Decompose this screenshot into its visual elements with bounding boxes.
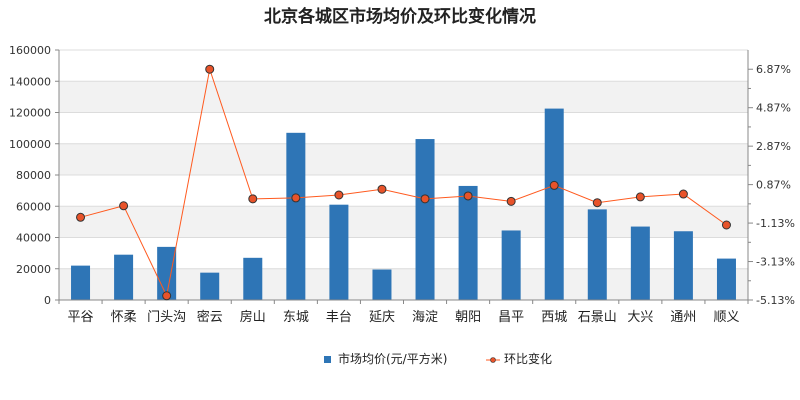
line-marker xyxy=(291,193,301,203)
line-marker xyxy=(205,64,215,74)
right-tick-label: 2.87% xyxy=(756,140,791,153)
bar xyxy=(243,257,263,300)
bar xyxy=(501,230,521,300)
bar xyxy=(716,258,736,300)
line-marker xyxy=(592,198,602,208)
left-tick-label: 140000 xyxy=(9,75,51,88)
line-marker xyxy=(377,184,387,194)
legend-bar-label: 市场均价(元/平方米) xyxy=(338,351,447,366)
plot-band xyxy=(59,143,748,175)
line-marker xyxy=(76,212,86,222)
line-marker xyxy=(248,194,258,204)
category-label: 朝阳 xyxy=(455,310,481,325)
line-marker xyxy=(162,291,172,301)
right-tick-label: -5.13% xyxy=(756,294,795,307)
right-tick-label: 0.87% xyxy=(756,179,791,192)
category-label: 延庆 xyxy=(369,310,395,325)
bar xyxy=(329,204,349,300)
left-tick-label: 20000 xyxy=(16,263,51,276)
left-tick-label: 120000 xyxy=(9,107,51,120)
line-marker xyxy=(721,220,731,230)
category-label: 东城 xyxy=(283,310,309,325)
bar xyxy=(630,226,650,300)
right-tick-label: -3.13% xyxy=(756,256,795,269)
bar xyxy=(71,265,91,300)
category-label: 西城 xyxy=(541,310,567,325)
category-label: 石景山 xyxy=(578,310,617,325)
category-label: 海淀 xyxy=(412,310,438,325)
bar xyxy=(587,209,607,300)
right-tick-label: 6.87% xyxy=(756,63,791,76)
category-label: 平谷 xyxy=(68,310,94,325)
bar xyxy=(544,108,564,300)
chart-title: 北京各城区市场均价及环比变化情况 xyxy=(264,6,536,27)
category-label: 丰台 xyxy=(326,310,352,325)
line-marker xyxy=(463,191,473,201)
left-tick-label: 0 xyxy=(44,294,51,307)
line-series xyxy=(80,67,727,298)
bar xyxy=(200,272,220,300)
right-tick-label: 4.87% xyxy=(756,102,791,115)
bar xyxy=(286,132,306,300)
category-label: 怀柔 xyxy=(111,310,137,325)
left-tick-label: 40000 xyxy=(16,232,51,245)
left-tick-label: 160000 xyxy=(9,44,51,57)
bar xyxy=(372,269,392,300)
line-marker xyxy=(506,196,516,206)
category-label: 昌平 xyxy=(498,310,524,325)
bar xyxy=(673,231,693,300)
right-tick-label: -1.13% xyxy=(756,217,795,230)
line-marker xyxy=(119,201,129,211)
legend-line-label: 环比变化 xyxy=(504,351,552,366)
bar xyxy=(114,254,134,300)
left-tick-label: 80000 xyxy=(16,169,51,182)
category-label: 通州 xyxy=(670,310,696,325)
bar xyxy=(458,185,478,300)
line-marker xyxy=(549,180,559,190)
legend-line-marker xyxy=(490,357,496,363)
bar xyxy=(415,139,435,300)
category-label: 顺义 xyxy=(713,310,739,325)
line-marker xyxy=(635,192,645,202)
plot-band xyxy=(59,112,748,144)
plot-band xyxy=(59,81,748,113)
plot-band xyxy=(59,50,748,82)
left-tick-label: 60000 xyxy=(16,200,51,213)
category-label: 门头沟 xyxy=(147,310,186,325)
line-marker xyxy=(334,190,344,200)
category-label: 房山 xyxy=(240,309,266,325)
line-marker xyxy=(420,194,430,204)
legend-bar-swatch xyxy=(324,356,331,363)
category-label: 密云 xyxy=(197,309,223,325)
category-label: 大兴 xyxy=(627,310,653,325)
legend: 市场均价(元/平方米) 环比变化 xyxy=(324,351,552,366)
line-marker xyxy=(678,189,688,199)
left-tick-label: 100000 xyxy=(9,138,51,151)
plot-band xyxy=(59,175,748,207)
